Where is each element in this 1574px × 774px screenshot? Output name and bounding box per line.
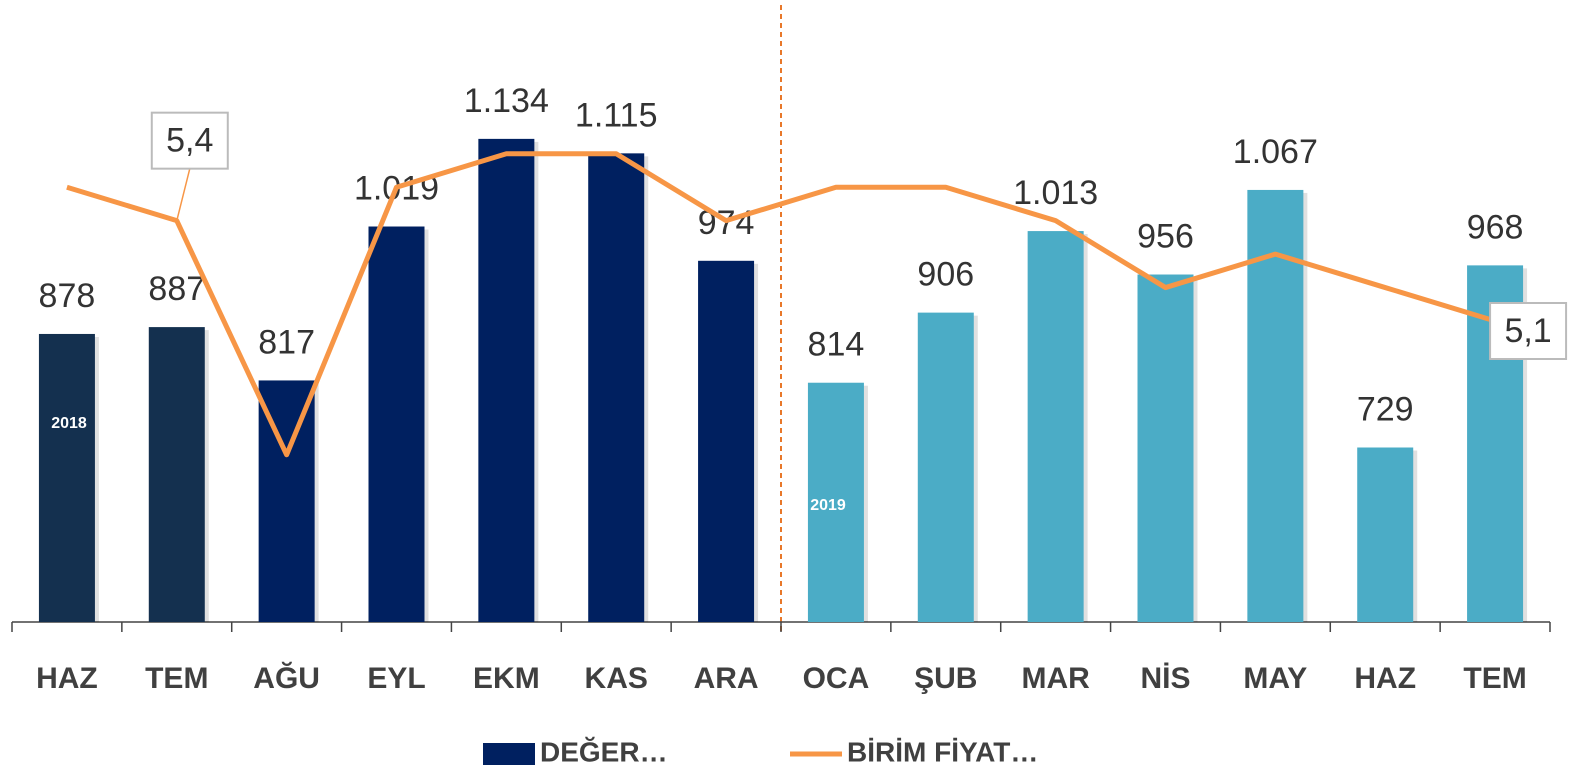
label-box	[150, 111, 229, 170]
data-label: 906	[917, 256, 974, 294]
label-leader	[176, 168, 191, 221]
legend-label: BİRİM FİYAT…	[847, 736, 1038, 767]
bar	[698, 260, 755, 622]
data-label: 887	[148, 270, 205, 308]
legend-swatch	[483, 743, 535, 765]
bar	[368, 226, 425, 623]
data-label: 1.013	[1013, 174, 1098, 212]
bar	[807, 382, 864, 622]
bar	[917, 312, 974, 622]
x-tick-label: EYL	[367, 662, 425, 695]
data-label: 878	[39, 277, 96, 315]
x-tick-label: HAZ	[36, 662, 98, 695]
bar	[1027, 231, 1084, 623]
label-box	[1489, 302, 1568, 360]
x-tick-label: ARA	[694, 662, 759, 695]
legend-label: DEĞER…	[540, 736, 668, 767]
data-label: 956	[1137, 218, 1194, 256]
x-tick-label: ŞUB	[914, 662, 977, 695]
x-tick-label: TEM	[145, 662, 208, 695]
x-tick-label: NİS	[1140, 662, 1190, 695]
data-label: 729	[1357, 390, 1414, 428]
data-label: 817	[258, 323, 315, 361]
year-label: 2018	[51, 415, 87, 432]
bar	[148, 327, 205, 622]
data-label: 814	[808, 326, 865, 364]
line	[66, 151, 1496, 458]
x-tick-label: MAR	[1021, 662, 1090, 695]
bar	[38, 333, 95, 622]
year-label: 2019	[810, 497, 846, 514]
data-label: 1.067	[1233, 133, 1318, 171]
x-tick-label: EKM	[473, 662, 540, 695]
bar	[1137, 274, 1194, 622]
x-tick-label: TEM	[1463, 662, 1526, 695]
data-label: 5,1	[1504, 312, 1551, 350]
bar	[588, 153, 645, 622]
data-label: 1.115	[575, 96, 658, 134]
x-tick-label: AĞU	[253, 661, 320, 695]
bar	[1357, 447, 1414, 622]
x-tick-label: OCA	[803, 662, 870, 695]
data-label: 1.134	[464, 82, 549, 120]
data-label: 968	[1467, 208, 1524, 246]
x-tick-label: MAY	[1243, 662, 1307, 695]
bar	[478, 138, 535, 622]
x-tick-label: HAZ	[1354, 662, 1416, 695]
x-tick-label: KAS	[585, 662, 648, 695]
data-label: 5,4	[166, 122, 213, 160]
